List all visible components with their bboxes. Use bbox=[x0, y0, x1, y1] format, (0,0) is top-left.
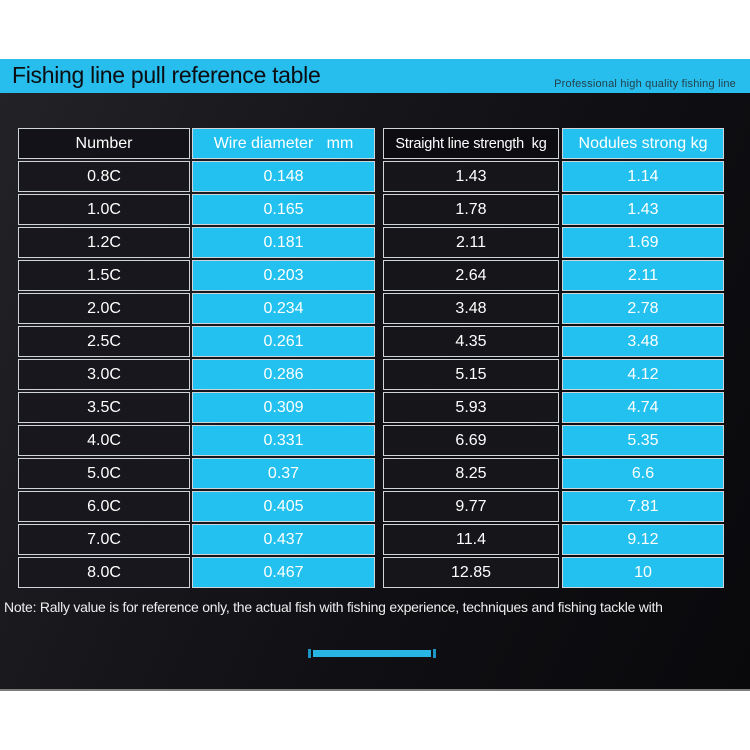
table-cell: 10 bbox=[562, 557, 724, 588]
table-cell: 1.0C bbox=[18, 194, 190, 225]
table-cell: 7.81 bbox=[562, 491, 724, 522]
table-cell: 0.37 bbox=[192, 458, 375, 489]
table-row: 2.0C 0.234 3.48 2.78 bbox=[18, 293, 724, 324]
table-cell: 0.148 bbox=[192, 161, 375, 192]
table-cell: 5.15 bbox=[383, 359, 559, 390]
table-cell: 8.0C bbox=[18, 557, 190, 588]
table-cell: 6.0C bbox=[18, 491, 190, 522]
table-cell: 2.11 bbox=[383, 227, 559, 258]
table-cell: 0.405 bbox=[192, 491, 375, 522]
table-cell: 1.43 bbox=[383, 161, 559, 192]
table-cell: 0.234 bbox=[192, 293, 375, 324]
table-cell: 5.93 bbox=[383, 392, 559, 423]
table-cell: 0.203 bbox=[192, 260, 375, 291]
table-cell: 0.309 bbox=[192, 392, 375, 423]
table-cell: 0.467 bbox=[192, 557, 375, 588]
table-cell: 2.11 bbox=[562, 260, 724, 291]
reference-table: Number Wire diameter mm Straight line st… bbox=[18, 128, 724, 590]
table-row: 3.0C 0.286 5.15 4.12 bbox=[18, 359, 724, 390]
decorative-slider-bar bbox=[308, 649, 436, 658]
column-header-straight-line-strength: Straight line strength kg bbox=[383, 128, 559, 159]
table-row: 8.0C 0.467 12.85 10 bbox=[18, 557, 724, 588]
table-row: 4.0C 0.331 6.69 5.35 bbox=[18, 425, 724, 456]
table-cell: 0.181 bbox=[192, 227, 375, 258]
title-bar: Fishing line pull reference table Profes… bbox=[0, 59, 750, 93]
table-cell: 0.8C bbox=[18, 161, 190, 192]
table-cell: 2.5C bbox=[18, 326, 190, 357]
column-header-nodules-strong: Nodules strong kg bbox=[562, 128, 724, 159]
page-title: Fishing line pull reference table bbox=[12, 61, 321, 88]
table-cell: 2.78 bbox=[562, 293, 724, 324]
bar-right-tick-icon bbox=[433, 649, 436, 658]
table-header-row: Number Wire diameter mm Straight line st… bbox=[18, 128, 724, 159]
table-cell: 4.12 bbox=[562, 359, 724, 390]
table-cell: 4.35 bbox=[383, 326, 559, 357]
table-cell: 3.48 bbox=[383, 293, 559, 324]
table-cell: 9.12 bbox=[562, 524, 724, 555]
table-row: 5.0C 0.37 8.25 6.6 bbox=[18, 458, 724, 489]
table-row: 6.0C 0.405 9.77 7.81 bbox=[18, 491, 724, 522]
table-cell: 7.0C bbox=[18, 524, 190, 555]
table-cell: 2.0C bbox=[18, 293, 190, 324]
bar-left-tick-icon bbox=[308, 649, 311, 658]
table-row: 1.2C 0.181 2.11 1.69 bbox=[18, 227, 724, 258]
table-cell: 1.43 bbox=[562, 194, 724, 225]
table-cell: 1.78 bbox=[383, 194, 559, 225]
table-cell: 0.286 bbox=[192, 359, 375, 390]
table-cell: 6.6 bbox=[562, 458, 724, 489]
column-header-number: Number bbox=[18, 128, 190, 159]
table-body: 0.8C 0.148 1.43 1.14 1.0C 0.165 1.78 1.43 1.2C 0.… bbox=[18, 161, 724, 588]
table-cell: 1.2C bbox=[18, 227, 190, 258]
table-cell: 8.25 bbox=[383, 458, 559, 489]
table-cell: 0.165 bbox=[192, 194, 375, 225]
table-cell: 1.5C bbox=[18, 260, 190, 291]
table-row: 1.0C 0.165 1.78 1.43 bbox=[18, 194, 724, 225]
table-cell: 3.48 bbox=[562, 326, 724, 357]
table-cell: 4.0C bbox=[18, 425, 190, 456]
table-row: 7.0C 0.437 11.4 9.12 bbox=[18, 524, 724, 555]
table-cell: 4.74 bbox=[562, 392, 724, 423]
table-row: 1.5C 0.203 2.64 2.11 bbox=[18, 260, 724, 291]
table-cell: 3.5C bbox=[18, 392, 190, 423]
table-row: 3.5C 0.309 5.93 4.74 bbox=[18, 392, 724, 423]
table-cell: 0.331 bbox=[192, 425, 375, 456]
table-cell: 1.14 bbox=[562, 161, 724, 192]
table-cell: 3.0C bbox=[18, 359, 190, 390]
table-row: 0.8C 0.148 1.43 1.14 bbox=[18, 161, 724, 192]
bar-track bbox=[313, 650, 431, 657]
table-cell: 2.64 bbox=[383, 260, 559, 291]
table-cell: 6.69 bbox=[383, 425, 559, 456]
table-cell: 5.0C bbox=[18, 458, 190, 489]
table-cell: 12.85 bbox=[383, 557, 559, 588]
table-cell: 1.69 bbox=[562, 227, 724, 258]
table-cell: 0.261 bbox=[192, 326, 375, 357]
table-panel: Number Wire diameter mm Straight line st… bbox=[0, 93, 750, 691]
table-cell: 9.77 bbox=[383, 491, 559, 522]
table-cell: 5.35 bbox=[562, 425, 724, 456]
tagline: Professional high quality fishing line bbox=[554, 78, 736, 90]
table-row: 2.5C 0.261 4.35 3.48 bbox=[18, 326, 724, 357]
table-cell: 0.437 bbox=[192, 524, 375, 555]
table-cell: 11.4 bbox=[383, 524, 559, 555]
column-header-wire-diameter: Wire diameter mm bbox=[192, 128, 375, 159]
footnote: Note: Rally value is for reference only,… bbox=[4, 599, 663, 615]
